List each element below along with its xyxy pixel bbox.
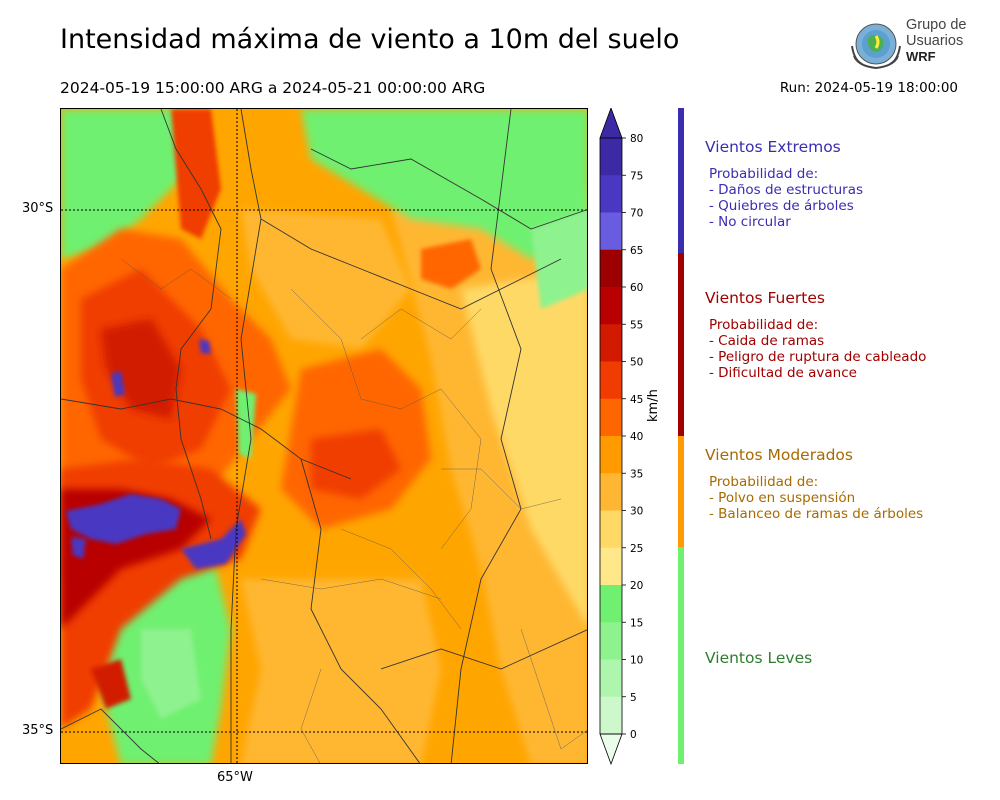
province-borders [61, 109, 587, 763]
category-leves-title: Vientos Leves [705, 649, 813, 667]
category-fuertes-item: - Peligro de ruptura de cableado [709, 349, 927, 365]
strong-wind-center-core [311, 429, 401, 499]
legend-bar-leves [678, 547, 684, 764]
category-extremos-item: - Quiebres de árboles [709, 198, 854, 214]
category-moderados-title: Vientos Moderados [705, 446, 853, 464]
extreme-wind-spot-1 [71, 537, 86, 559]
colorbar-segment [600, 361, 622, 400]
globe-logo-icon [851, 23, 901, 70]
colorbar-segment [600, 696, 622, 735]
green-northeast [531, 209, 587, 309]
colorbar-tick-label: 30 [630, 506, 643, 518]
strong-wind-core-2 [101, 319, 181, 419]
logo-text: Grupo de Usuarios WRF [906, 17, 966, 65]
period-label: 2024-05-19 15:00:00 ARG a 2024-05-21 00:… [60, 79, 486, 97]
category-extremos-title: Vientos Extremos [705, 138, 841, 156]
colorbar-segment [600, 398, 622, 437]
category-moderados: Vientos Moderados Probabilidad de: - Pol… [705, 446, 923, 522]
colorbar-segment [600, 510, 622, 549]
legend-bar-extremos [678, 108, 684, 253]
legend-bar-moderados [678, 436, 684, 547]
map-title: Intensidad máxima de viento a 10m del su… [60, 24, 680, 55]
extreme-wind-southwest [66, 494, 181, 544]
extreme-wind-spot-4 [199, 339, 211, 354]
colorbar-segment [600, 324, 622, 362]
category-fuertes-prob-label: Probabilidad de: [709, 317, 819, 333]
gridlines [61, 109, 587, 763]
green-north [301, 109, 587, 259]
category-fuertes: Vientos Fuertes Probabilidad de: - Caida… [705, 289, 926, 381]
category-extremos-details: Probabilidad de: - Daños de estructuras … [709, 166, 863, 230]
colorbar-tick-label: 60 [630, 282, 643, 294]
colorbar-segment [600, 249, 622, 288]
colorbar-segment [600, 622, 622, 660]
category-moderados-item: - Balanceo de ramas de árboles [709, 506, 924, 522]
category-fuertes-item: - Caida de ramas [709, 333, 825, 349]
category-extremos-item: - Daños de estructuras [709, 182, 864, 198]
department-borders [120, 258, 587, 763]
colorbar: 80 75 70 65 60 55 50 45 40 35 30 25 20 15 10 5 0 [598, 106, 646, 768]
category-extremos-item: - No circular [709, 214, 791, 230]
logo-line-2: Usuarios [906, 33, 964, 49]
lon-label-65w: 65°W [217, 770, 253, 785]
yellow-east [461, 269, 587, 626]
colorbar-segment [600, 585, 622, 623]
category-extremos-prob-label: Probabilidad de: [709, 166, 819, 182]
grupo-usuarios-wrf-logo: Grupo de Usuarios WRF [848, 16, 978, 76]
wind-map-svg [61, 109, 587, 763]
colorbar-tick-label: 55 [630, 319, 643, 331]
colorbar-max-arrow [599, 106, 623, 139]
category-fuertes-item: - Dificultad de avance [709, 365, 857, 381]
category-extremos: Vientos Extremos Probabilidad de: - Daño… [705, 138, 863, 230]
logo-line-1: Grupo de [906, 17, 967, 33]
light-orange-south [241, 579, 441, 763]
strong-spot-south [91, 659, 131, 709]
legend-bar-fuertes [678, 253, 684, 436]
colorbar-tick-label: 5 [630, 692, 637, 704]
colorbar-tick-label: 45 [630, 394, 643, 406]
colorbar-tick-label: 20 [630, 580, 643, 592]
colorbar-tick-label: 75 [630, 170, 643, 182]
wind-map [60, 108, 588, 764]
colorbar-segment [600, 659, 622, 698]
colorbar-tick-label: 25 [630, 543, 643, 555]
colorbar-segment [600, 547, 622, 586]
extreme-wind-spot-2 [181, 519, 246, 569]
logo-line-3: WRF [906, 49, 936, 64]
colorbar-segment [600, 175, 622, 213]
colorbar-tick-label: 10 [630, 655, 643, 667]
strong-wind-north-streak [171, 109, 221, 239]
colorbar-segment [600, 436, 622, 474]
lat-label-30s: 30°S [22, 201, 54, 216]
category-fuertes-details: Probabilidad de: - Caida de ramas - Peli… [709, 317, 926, 381]
colorbar-segment [600, 473, 622, 511]
category-moderados-prob-label: Probabilidad de: [709, 474, 819, 490]
colorbar-tick-label: 70 [630, 208, 643, 220]
colorbar-unit: km/h [646, 389, 661, 422]
light-green-southwest [141, 629, 201, 719]
colorbar-tick-label: 65 [630, 245, 643, 257]
category-moderados-item: - Polvo en suspensión [709, 490, 856, 506]
category-leves: Vientos Leves [705, 649, 812, 667]
colorbar-segment [600, 138, 622, 176]
category-moderados-details: Probabilidad de: - Polvo en suspensión -… [709, 474, 923, 522]
colorbar-tick-label: 0 [630, 729, 637, 741]
extreme-wind-spot-3 [111, 371, 125, 397]
colorbar-tick-label: 35 [630, 468, 643, 480]
run-label: Run: 2024-05-19 18:00:00 [779, 80, 958, 96]
colorbar-min-arrow [599, 733, 623, 766]
colorbar-segment [600, 212, 622, 251]
green-northwest [61, 109, 181, 259]
colorbar-tick-label: 50 [630, 357, 643, 369]
lat-label-35s: 35°S [22, 723, 54, 738]
colorbar-tick-label: 40 [630, 431, 643, 443]
light-orange-north [241, 209, 411, 349]
category-fuertes-title: Vientos Fuertes [705, 289, 825, 307]
strong-wind-northeast-spot [421, 239, 481, 289]
colorbar-tick-label: 80 [630, 133, 643, 145]
colorbar-tick-label: 15 [630, 617, 643, 629]
colorbar-segment [600, 287, 622, 325]
